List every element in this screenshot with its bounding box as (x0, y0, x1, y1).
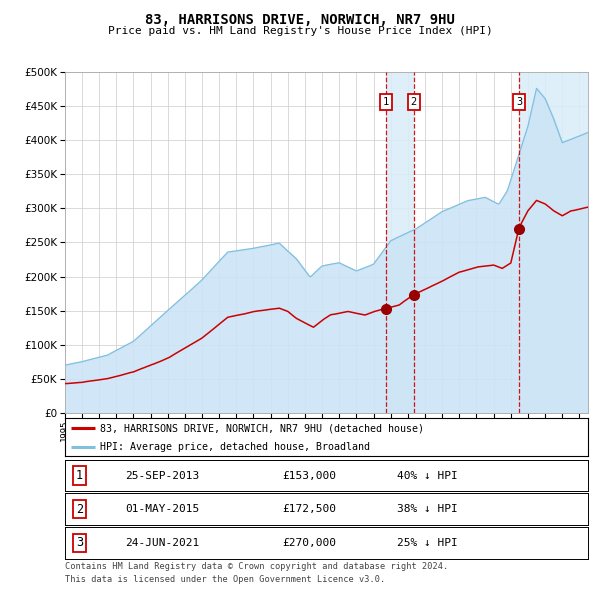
Bar (386, 72, 413, 413)
Text: £172,500: £172,500 (282, 504, 336, 514)
Text: 25-SEP-2013: 25-SEP-2013 (125, 471, 199, 480)
Text: 01-MAY-2015: 01-MAY-2015 (125, 504, 199, 514)
Text: 1: 1 (383, 97, 389, 107)
Text: 3: 3 (76, 536, 83, 549)
Text: 1: 1 (76, 469, 83, 482)
Text: Contains HM Land Registry data © Crown copyright and database right 2024.: Contains HM Land Registry data © Crown c… (65, 562, 448, 571)
Text: 24-JUN-2021: 24-JUN-2021 (125, 538, 199, 548)
Text: This data is licensed under the Open Government Licence v3.0.: This data is licensed under the Open Gov… (65, 575, 385, 584)
Text: 25% ↓ HPI: 25% ↓ HPI (397, 538, 458, 548)
Text: HPI: Average price, detached house, Broadland: HPI: Average price, detached house, Broa… (100, 442, 370, 452)
Text: 40% ↓ HPI: 40% ↓ HPI (397, 471, 458, 480)
Text: 2: 2 (410, 97, 416, 107)
Text: £153,000: £153,000 (282, 471, 336, 480)
Bar (519, 72, 588, 413)
Text: 38% ↓ HPI: 38% ↓ HPI (397, 504, 458, 514)
Text: £270,000: £270,000 (282, 538, 336, 548)
Text: 83, HARRISONS DRIVE, NORWICH, NR7 9HU: 83, HARRISONS DRIVE, NORWICH, NR7 9HU (145, 13, 455, 27)
Text: 3: 3 (516, 97, 522, 107)
Text: 83, HARRISONS DRIVE, NORWICH, NR7 9HU (detached house): 83, HARRISONS DRIVE, NORWICH, NR7 9HU (d… (100, 423, 424, 433)
Text: Price paid vs. HM Land Registry's House Price Index (HPI): Price paid vs. HM Land Registry's House … (107, 26, 493, 36)
Text: 2: 2 (76, 503, 83, 516)
